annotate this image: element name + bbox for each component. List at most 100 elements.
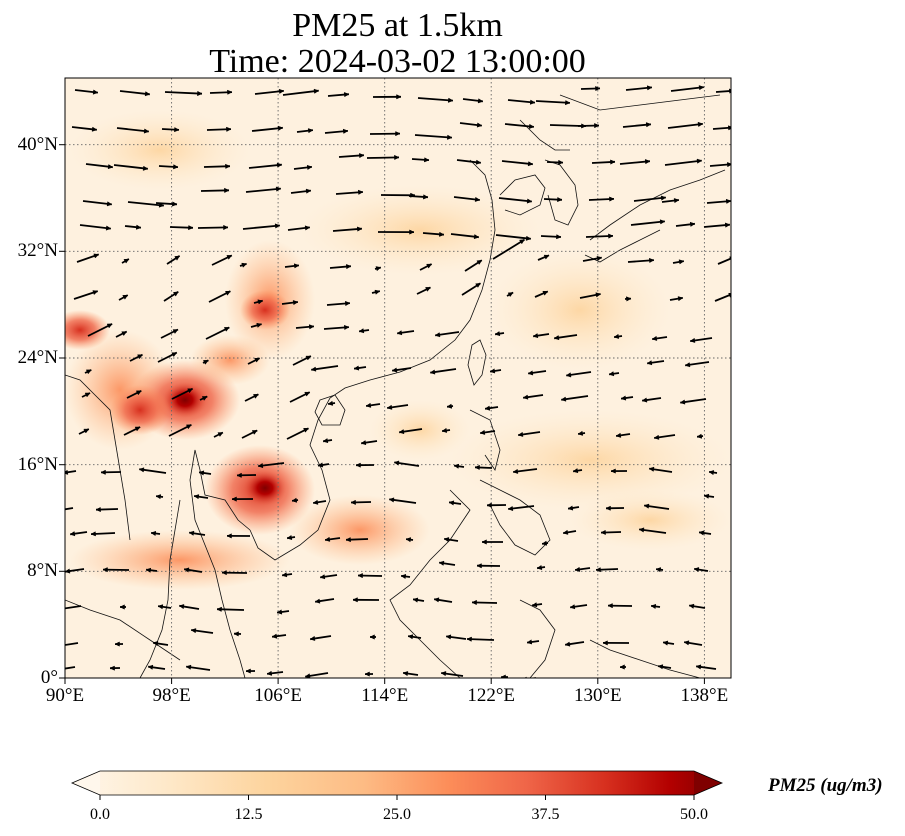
wind-arrow-head: [564, 641, 571, 647]
wind-arrow-head: [360, 440, 367, 446]
wind-arrow-head: [556, 234, 562, 240]
wind-arrow-head: [651, 335, 658, 341]
wind-arrow-head: [695, 664, 702, 670]
wind-arrow-shaft: [197, 226, 229, 229]
wind-arrow-head: [374, 289, 381, 295]
wind-arrow-head: [440, 671, 447, 677]
wind-arrow-shaft: [242, 224, 280, 230]
wind-arrow-head: [696, 158, 703, 164]
wind-arrow-head: [155, 494, 162, 500]
wind-arrow-head: [507, 292, 514, 298]
wind-arrow-head: [187, 388, 194, 394]
wind-arrow-head: [324, 536, 331, 542]
wind-arrow-head: [466, 636, 472, 642]
wind-arrow-head: [608, 233, 614, 239]
wind-arrow-head: [541, 540, 548, 546]
wind-arrow-head: [677, 296, 684, 302]
pm25-field: [65, 78, 731, 678]
wind-arrow-shaft: [667, 123, 703, 129]
wind-arrow-head: [137, 354, 144, 360]
lon-label-106e: 106°E: [254, 685, 302, 706]
wind-arrow-head: [553, 335, 560, 341]
wind-arrow-head: [688, 603, 695, 609]
wind-arrow-head: [221, 570, 227, 576]
wind-arrow-head: [305, 188, 312, 194]
map-frame: [64, 77, 732, 679]
wind-arrow-head: [558, 159, 564, 165]
wind-arrow-head: [407, 634, 414, 640]
wind-arrow-head: [277, 125, 284, 131]
wind-arrow-shaft: [670, 86, 704, 92]
wind-arrow-head: [312, 499, 319, 505]
wind-arrow-head: [119, 604, 125, 610]
wind-arrow-head: [152, 640, 159, 647]
wind-arrow-head: [90, 531, 96, 537]
wind-arrow-head: [489, 368, 496, 374]
wind-arrow-head: [494, 331, 501, 337]
colorbar-tick-1: 12.5: [234, 806, 263, 823]
wind-arrow-head: [429, 369, 436, 375]
wind-arrow-head: [610, 468, 616, 474]
wind-arrow-head: [650, 603, 657, 610]
wind-arrow-head: [655, 567, 662, 573]
wind-arrow-head: [574, 566, 581, 572]
wind-arrow-head: [344, 324, 350, 331]
wind-arrow-head: [638, 527, 645, 533]
wind-arrow-head: [91, 126, 98, 132]
wind-arrow-head: [678, 259, 685, 265]
wind-arrow-shaft: [633, 196, 666, 202]
wind-arrow-head: [174, 127, 180, 133]
wind-arrow-head: [595, 86, 601, 92]
wind-arrow-head: [439, 231, 445, 237]
wind-arrow-shaft: [630, 220, 665, 226]
wind-arrow-head: [358, 189, 364, 195]
wind-arrow-shaft: [282, 89, 319, 96]
wind-arrow-shaft: [495, 234, 531, 240]
wind-arrow-head: [109, 665, 115, 671]
wind-arrow-head: [227, 89, 233, 95]
wind-arrow-head: [121, 331, 128, 337]
wind-arrow-head: [84, 392, 91, 398]
wind-arrow-head: [144, 91, 151, 97]
lon-label-138e: 138°E: [680, 685, 729, 706]
wind-arrow-head: [536, 564, 543, 571]
wind-arrow-head: [607, 603, 613, 609]
wind-arrow-head: [114, 641, 120, 647]
wind-arrow-head: [352, 597, 358, 603]
wind-arrow-head: [106, 323, 113, 329]
wind-arrow-shaft: [65, 507, 74, 511]
wind-arrow-head: [271, 633, 278, 639]
wind-arrow-head: [476, 259, 483, 265]
wind-arrow-head: [375, 266, 382, 272]
wind-arrow-head: [620, 395, 627, 401]
wind-arrow-head: [409, 229, 415, 235]
wind-arrow-head: [134, 426, 141, 432]
wind-arrow-head: [190, 628, 197, 634]
wind-arrow-head: [522, 394, 529, 400]
wind-arrow-head: [313, 88, 320, 94]
wind-arrow-head: [293, 263, 300, 269]
wind-arrow-head: [594, 123, 600, 129]
wind-arrow-head: [708, 470, 715, 476]
wind-arrow-head: [648, 466, 655, 472]
wind-arrow-head: [309, 635, 316, 641]
wind-arrow-head: [653, 434, 660, 440]
wind-arrow-head: [245, 668, 251, 674]
wind-arrow-shaft: [113, 164, 148, 170]
wind-arrow-head: [528, 123, 535, 129]
wind-arrow-head: [317, 462, 324, 468]
wind-arrow-head: [441, 427, 448, 433]
wind-arrow-head: [560, 396, 567, 402]
wind-arrow-head: [729, 88, 731, 94]
wind-arrow-shaft: [504, 123, 534, 128]
wind-arrow-head: [174, 255, 181, 261]
wind-arrow-head: [557, 196, 563, 203]
wind-arrow-head: [613, 333, 620, 339]
wind-arrow-head: [698, 530, 705, 536]
wind-arrow-head: [172, 291, 179, 297]
wind-arrow-head: [519, 239, 525, 245]
wind-arrow-head: [405, 537, 412, 543]
wind-arrow-head: [698, 85, 705, 91]
colorbar-tick-4: 50.0: [680, 806, 708, 823]
wind-arrow-head: [644, 159, 651, 165]
